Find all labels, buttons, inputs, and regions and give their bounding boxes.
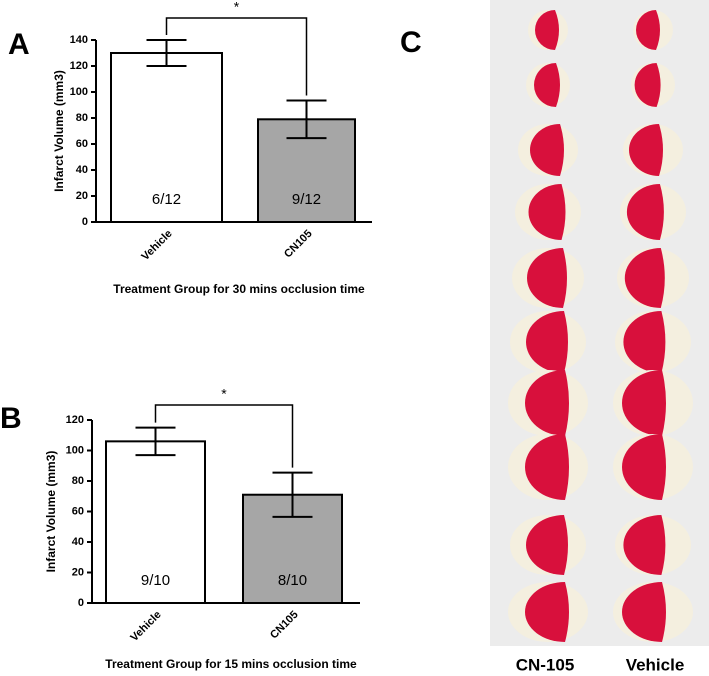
brain-slice-red [623,311,666,373]
y-tick-label: 20 [72,566,84,578]
brain-slice-red [530,124,564,176]
y-tick-label: 120 [66,414,84,426]
significance-label: * [234,0,240,15]
y-tick-label: 120 [70,60,88,72]
x-tick-label: Vehicle [139,228,174,263]
y-tick-label: 0 [82,216,88,228]
bar-label: 8/10 [278,572,307,589]
brain-slice-red [526,311,568,373]
brain-slice-red [634,63,661,107]
bar-label: 9/10 [141,572,170,589]
y-axis-label: Infarct Volume (mm3) [44,451,58,573]
panel-label: B [0,402,22,435]
y-tick-label: 140 [70,34,88,46]
brain-slice-red [534,63,560,107]
panel-label: C [400,26,422,59]
brain-slice-red [526,515,568,575]
x-tick-label: CN105 [282,228,315,261]
x-tick-label: CN105 [268,609,301,642]
y-tick-label: 60 [76,138,88,150]
bar-label: 6/12 [152,191,181,208]
brain-slice-red [622,434,666,500]
brain-slice-red [624,248,665,308]
brain-slice-red [528,184,566,241]
significance-bracket [154,404,294,468]
y-tick-label: 40 [72,536,84,548]
brain-slice-red [525,582,569,642]
brain-slice-red [629,124,663,176]
y-tick-label: 0 [78,597,84,609]
y-axis-label: Infarct Volume (mm3) [52,70,66,192]
brain-slice-red [527,248,567,308]
brain-slice-red [525,370,569,436]
photo-label: Vehicle [626,655,685,674]
brain-slice-red [535,10,559,50]
y-tick-label: 100 [70,86,88,98]
x-axis-label: Treatment Group for 30 mins occlusion ti… [113,282,365,296]
bar-label: 9/12 [292,191,321,208]
photo-label: CN-105 [516,655,575,674]
x-axis-label: Treatment Group for 15 mins occlusion ti… [105,657,357,671]
brain-slice-red [622,582,666,642]
bar [105,440,206,604]
significance-bracket [165,17,308,96]
brain-slice-red [623,515,666,575]
x-tick-label: Vehicle [128,609,163,644]
y-tick-label: 80 [76,112,88,124]
brain-slice-red [622,370,666,436]
brain-slice-red [636,10,660,50]
y-tick-label: 40 [76,164,88,176]
y-tick-label: 20 [76,190,88,202]
brain-slice-red [525,434,569,500]
panel-label: A [8,28,30,61]
y-tick-label: 60 [72,505,84,517]
brain-slice-red [626,184,664,241]
y-tick-label: 80 [72,475,84,487]
y-tick-label: 100 [66,444,84,456]
significance-label: * [221,386,227,402]
